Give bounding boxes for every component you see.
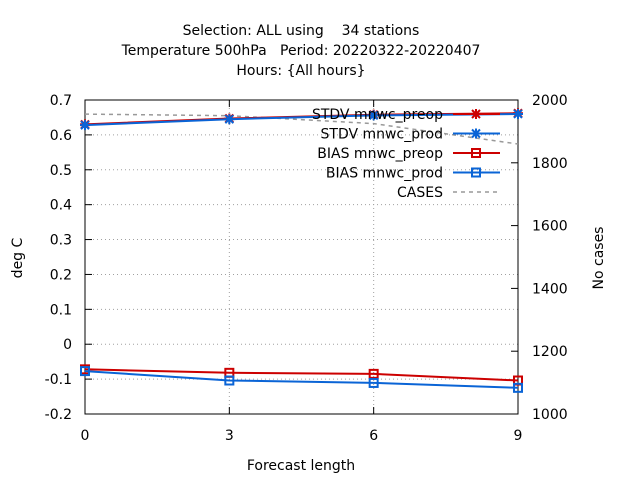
legend-label: STDV mnwc_preop — [312, 107, 443, 123]
y2-tick-label: 1400 — [532, 281, 568, 297]
y2-tick-label: 1600 — [532, 219, 568, 235]
series-line — [84, 113, 519, 145]
y-tick-label: 0 — [63, 337, 72, 353]
y-tick-label: 0.3 — [50, 233, 72, 249]
point-marker — [471, 109, 481, 119]
legend-label: CASES — [397, 185, 443, 201]
legend-entry: STDV mnwc_preop — [312, 107, 500, 123]
point-marker — [471, 148, 481, 158]
series-line — [84, 113, 519, 127]
point-marker — [224, 114, 235, 125]
grid — [85, 100, 518, 414]
series-cases — [84, 113, 519, 145]
y-tick-label: 0.5 — [50, 163, 72, 179]
series-line — [84, 370, 519, 389]
y-axis-label: deg C — [10, 237, 26, 278]
y-tick-label: 0.6 — [50, 128, 72, 144]
title-line: Hours: {All hours} — [236, 63, 365, 79]
chart-title: Selection: ALL using 34 stations Temperat… — [121, 23, 481, 79]
title-line: Temperature 500hPa Period: 20220322-2022… — [121, 43, 481, 59]
y-tick-label: 0.7 — [50, 93, 72, 109]
legend-entry: CASES — [397, 185, 500, 201]
legend-label: STDV mnwc_prod — [321, 127, 443, 143]
point-marker — [513, 108, 523, 119]
x-axis-label: Forecast length — [247, 458, 355, 474]
y2-tick-label: 1800 — [532, 156, 568, 172]
y-tick-label: -0.1 — [45, 372, 72, 388]
point-marker — [80, 120, 90, 131]
legend: STDV mnwc_preop STDV mnwc_prod BIAS mnwc_p… — [312, 107, 500, 201]
axes: -0.2 -0.1 0 0.1 0.2 0.3 0.4 0.5 0.6 0.7 1000 1200 14… — [10, 93, 607, 474]
series-lines — [80, 108, 523, 393]
point-marker — [224, 375, 235, 386]
point-marker — [513, 382, 523, 393]
title-line: Selection: ALL using 34 stations — [183, 23, 420, 39]
legend-entry: BIAS mnwc_prod — [326, 166, 500, 182]
point-marker — [368, 368, 379, 379]
y2-tick-label: 1000 — [532, 407, 568, 423]
series-stdv-mnwc_prod — [80, 108, 523, 131]
x-tick-label: 0 — [81, 428, 90, 444]
x-tick-label: 3 — [225, 428, 234, 444]
point-marker — [80, 366, 90, 377]
point-marker — [471, 167, 481, 178]
legend-label: BIAS mnwc_preop — [317, 146, 443, 162]
series-line — [84, 368, 519, 382]
plot-frame — [84, 99, 519, 415]
series-bias-mnwc_prod — [80, 366, 523, 393]
point-marker — [471, 128, 481, 139]
y-tick-label: 0.4 — [50, 198, 72, 214]
legend-label: BIAS mnwc_prod — [326, 166, 443, 182]
y-tick-label: 0.1 — [50, 302, 72, 318]
point-marker — [368, 110, 379, 121]
point-marker — [368, 377, 379, 388]
y2-tick-label: 2000 — [532, 93, 568, 109]
legend-entry: BIAS mnwc_preop — [317, 146, 500, 162]
series-stdv-mnwc_preop — [80, 108, 523, 130]
y2-axis-label: No cases — [591, 227, 607, 290]
y-tick-label: 0.2 — [50, 267, 72, 283]
legend-entry: STDV mnwc_prod — [321, 127, 500, 143]
y2-tick-label: 1200 — [532, 344, 568, 360]
y-tick-label: -0.2 — [45, 407, 72, 423]
x-tick-label: 6 — [369, 428, 378, 444]
x-tick-label: 9 — [514, 428, 523, 444]
